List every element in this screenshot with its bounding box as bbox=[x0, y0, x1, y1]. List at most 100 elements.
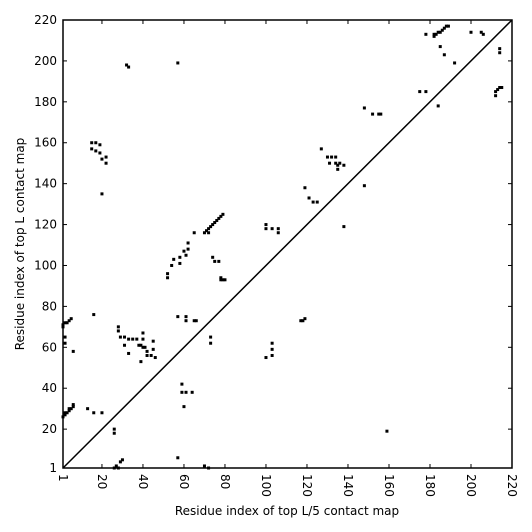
contact-point bbox=[325, 155, 329, 159]
contact-point bbox=[170, 263, 174, 267]
x-tick-label: 100 bbox=[259, 474, 273, 497]
x-tick-label: 200 bbox=[464, 474, 478, 497]
contact-point bbox=[151, 347, 155, 351]
contact-point bbox=[202, 464, 206, 468]
contact-point bbox=[116, 329, 120, 333]
contact-point bbox=[186, 241, 190, 245]
contact-point bbox=[211, 255, 215, 259]
contact-point bbox=[217, 259, 221, 263]
contact-point bbox=[334, 161, 338, 165]
contact-point bbox=[182, 405, 186, 409]
contact-point bbox=[92, 313, 96, 317]
contact-point bbox=[440, 28, 444, 32]
contact-point bbox=[498, 86, 502, 90]
contact-point bbox=[67, 409, 71, 413]
x-tick-label: 1 bbox=[56, 474, 70, 482]
y-axis-label: Residue index of top L contact map bbox=[13, 138, 27, 351]
contact-point bbox=[112, 427, 116, 431]
contact-point bbox=[180, 390, 184, 394]
contact-point bbox=[496, 88, 500, 92]
contact-point bbox=[86, 407, 90, 411]
contact-point bbox=[139, 343, 143, 347]
contact-point bbox=[127, 337, 131, 341]
contact-point bbox=[190, 390, 194, 394]
contact-point bbox=[211, 223, 215, 227]
contact-point bbox=[219, 276, 223, 280]
contact-point bbox=[377, 112, 381, 116]
contact-point bbox=[63, 335, 67, 339]
y-tick-label: 1 bbox=[49, 461, 57, 475]
contact-point bbox=[139, 360, 143, 364]
contact-point bbox=[270, 341, 274, 345]
contact-point bbox=[151, 339, 155, 343]
contact-point bbox=[207, 231, 211, 235]
contact-point bbox=[100, 411, 104, 415]
contact-point bbox=[90, 147, 94, 151]
contact-point bbox=[104, 161, 108, 165]
contact-point bbox=[336, 167, 340, 171]
contact-point bbox=[180, 382, 184, 386]
x-axis-label: Residue index of top L/5 contact map bbox=[175, 504, 399, 518]
contact-point bbox=[182, 249, 186, 253]
contact-point bbox=[338, 161, 342, 165]
contact-point bbox=[184, 315, 188, 319]
contact-point bbox=[71, 403, 75, 407]
contact-point bbox=[217, 216, 221, 220]
contact-point bbox=[176, 61, 180, 65]
contact-point bbox=[63, 411, 67, 415]
contact-point bbox=[299, 319, 303, 323]
y-tick-label: 140 bbox=[34, 177, 57, 191]
contact-point bbox=[118, 335, 122, 339]
contact-point bbox=[219, 278, 223, 282]
contact-point bbox=[319, 147, 323, 151]
contact-point bbox=[116, 325, 120, 329]
contact-point bbox=[264, 356, 268, 360]
x-tick-label: 140 bbox=[341, 474, 355, 497]
contact-point bbox=[65, 321, 69, 325]
contact-point bbox=[145, 349, 149, 353]
contact-point bbox=[112, 431, 116, 435]
contact-point bbox=[424, 32, 428, 36]
contact-point bbox=[494, 90, 498, 94]
contact-point bbox=[494, 94, 498, 98]
contact-point bbox=[100, 157, 104, 161]
contact-point bbox=[215, 218, 219, 222]
contact-point bbox=[436, 104, 440, 108]
contact-point bbox=[311, 200, 315, 204]
contact-point bbox=[303, 317, 307, 321]
x-tick-label: 60 bbox=[177, 474, 191, 489]
contact-point bbox=[438, 30, 442, 34]
x-tick-label: 180 bbox=[423, 474, 437, 497]
contact-point bbox=[141, 331, 145, 335]
contact-point bbox=[131, 337, 135, 341]
contact-point bbox=[213, 221, 217, 225]
contact-point bbox=[207, 227, 211, 231]
contact-point bbox=[438, 45, 442, 49]
y-tick-label: 180 bbox=[34, 95, 57, 109]
contact-point bbox=[209, 341, 213, 345]
contact-point bbox=[141, 345, 145, 349]
contact-point bbox=[479, 30, 483, 34]
y-tick-label: 60 bbox=[42, 340, 57, 354]
contact-point bbox=[436, 30, 440, 34]
contact-point bbox=[172, 257, 176, 261]
contact-point bbox=[186, 247, 190, 251]
contact-point bbox=[301, 319, 305, 323]
contact-point bbox=[135, 337, 139, 341]
contact-point bbox=[69, 317, 73, 321]
x-tick-label: 40 bbox=[136, 474, 150, 489]
contact-point bbox=[65, 411, 69, 415]
contact-point bbox=[123, 335, 127, 339]
contact-point bbox=[149, 353, 153, 357]
contact-point bbox=[98, 151, 102, 155]
contact-point bbox=[371, 112, 375, 116]
x-tick-label: 160 bbox=[382, 474, 396, 497]
contact-point bbox=[209, 225, 213, 229]
contact-point bbox=[330, 155, 334, 159]
contact-point bbox=[63, 413, 67, 417]
contact-point bbox=[184, 253, 188, 257]
contact-point bbox=[178, 261, 182, 265]
contact-point bbox=[221, 278, 225, 282]
contact-point bbox=[63, 321, 67, 325]
